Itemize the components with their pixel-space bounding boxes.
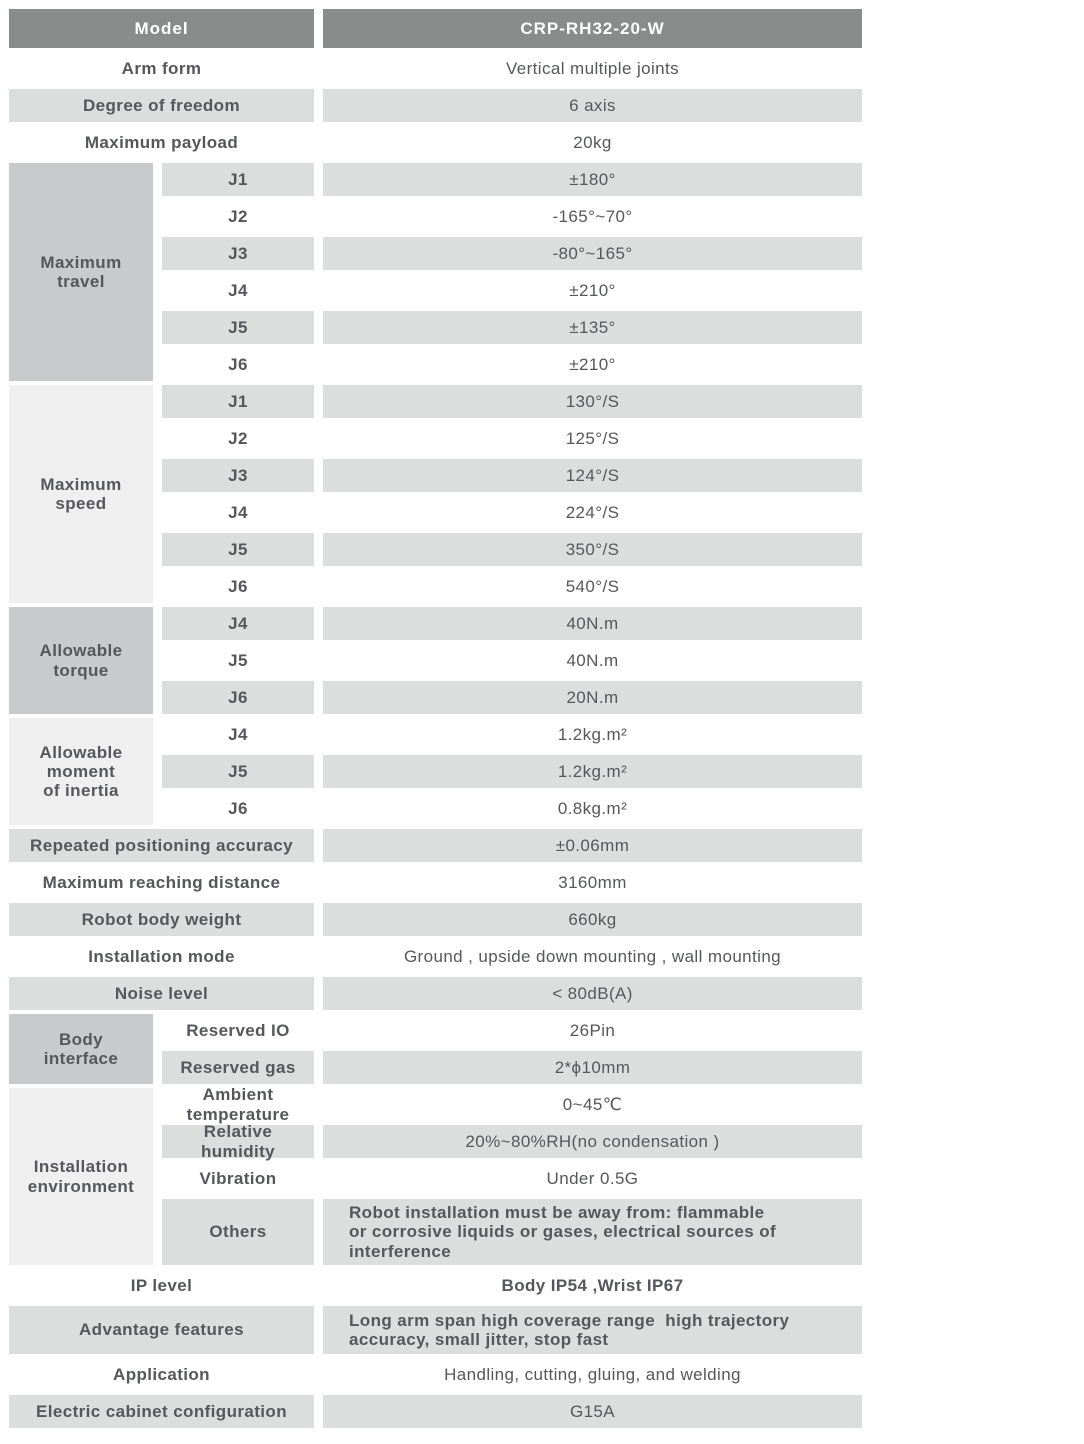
sub-label-reserved-gas: Reserved gas (162, 1051, 314, 1084)
group-cell-maximum-speed: Maximum speed (9, 385, 153, 603)
row-value-j4: 224°/S (323, 496, 862, 529)
sub-label-j4: J4 (162, 718, 314, 751)
row-value-j6: 540°/S (323, 570, 862, 603)
sub-label-j1: J1 (162, 163, 314, 196)
row-value-j3: 124°/S (323, 459, 862, 492)
row-value-reserved-gas: 2*ϕ10mm (323, 1051, 862, 1084)
row-value-ip-level: Body IP54 ,Wrist IP67 (323, 1269, 862, 1302)
row-value-j6: 20N.m (323, 681, 862, 714)
row-value-maximum-speed-j1: 130°/S (323, 385, 862, 418)
row-label-repeated-positioning-accuracy: Repeated positioning accuracy (9, 829, 314, 862)
row-value-advantage-features: Long arm span high coverage range high t… (323, 1306, 862, 1354)
row-label-degree-of-freedom: Degree of freedom (9, 89, 314, 122)
row-value-body-interface-reserved-io: 26Pin (323, 1014, 862, 1047)
row-value-j5: 1.2kg.m² (323, 755, 862, 788)
group-cell-body-interface: Body interface (9, 1014, 153, 1084)
sub-label-j5: J5 (162, 311, 314, 344)
row-value-maximum-travel-j1: ±180° (323, 163, 862, 196)
spec-table: Model CRP-RH32-20-W Arm form Vertical mul… (9, 9, 862, 1428)
row-value-j5: ±135° (323, 311, 862, 344)
row-label-installation-mode: Installation mode (9, 940, 314, 973)
row-value-installation-mode: Ground , upside down mounting , wall mou… (323, 940, 862, 973)
row-value-j3: -80°~165° (323, 237, 862, 270)
sub-label-j6: J6 (162, 348, 314, 381)
sub-label-j5: J5 (162, 533, 314, 566)
sub-label-j4: J4 (162, 274, 314, 307)
row-value-others: Robot installation must be away from: fl… (323, 1199, 862, 1265)
sub-label-others: Others (162, 1199, 314, 1265)
row-value-electric-cabinet-configuration: G15A (323, 1395, 862, 1428)
row-label-maximum-payload: Maximum payload (9, 126, 314, 159)
row-value-j6: ±210° (323, 348, 862, 381)
header-model-value: CRP-RH32-20-W (323, 9, 862, 48)
group-cell-allowable-torque: Allowable torque (9, 607, 153, 714)
row-label-electric-cabinet-configuration: Electric cabinet configuration (9, 1395, 314, 1428)
header-model-label: Model (9, 9, 314, 48)
row-label-ip-level: IP level (9, 1269, 314, 1302)
row-value-installation-environment-ambient-temperature: 0~45℃ (323, 1088, 862, 1121)
sub-label-j5: J5 (162, 644, 314, 677)
row-value-noise-level: < 80dB(A) (323, 977, 862, 1010)
sub-label-j1: J1 (162, 385, 314, 418)
sub-label-j4: J4 (162, 496, 314, 529)
sub-label-j2: J2 (162, 422, 314, 455)
row-label-arm-form: Arm form (9, 52, 314, 85)
row-value-j6: 0.8kg.m² (323, 792, 862, 825)
sub-label-j2: J2 (162, 200, 314, 233)
sub-label-j6: J6 (162, 570, 314, 603)
row-value-repeated-positioning-accuracy: ±0.06mm (323, 829, 862, 862)
row-value-j2: 125°/S (323, 422, 862, 455)
sub-label-j3: J3 (162, 459, 314, 492)
sub-label-j3: J3 (162, 237, 314, 270)
row-value-j4: ±210° (323, 274, 862, 307)
group-cell-maximum-travel: Maximum travel (9, 163, 153, 381)
row-label-advantage-features: Advantage features (9, 1306, 314, 1354)
row-label-application: Application (9, 1358, 314, 1391)
sub-label-vibration: Vibration (162, 1162, 314, 1195)
group-cell-installation-environment: Installation environment (9, 1088, 153, 1265)
row-value-allowable-torque-j4: 40N.m (323, 607, 862, 640)
row-value-allowable-moment-of-inertia-j4: 1.2kg.m² (323, 718, 862, 751)
sub-label-relative-humidity: Relative humidity (162, 1122, 314, 1161)
row-value-maximum-reaching-distance: 3160mm (323, 866, 862, 899)
row-value-j2: -165°~70° (323, 200, 862, 233)
sub-label-reserved-io: Reserved IO (162, 1014, 314, 1047)
row-label-maximum-reaching-distance: Maximum reaching distance (9, 866, 314, 899)
sub-label-j6: J6 (162, 792, 314, 825)
sub-label-j5: J5 (162, 755, 314, 788)
row-value-j5: 350°/S (323, 533, 862, 566)
row-value-vibration: Under 0.5G (323, 1162, 862, 1195)
sub-label-j4: J4 (162, 607, 314, 640)
row-value-maximum-payload: 20kg (323, 126, 862, 159)
group-cell-allowable-moment-of-inertia: Allowable moment of inertia (9, 718, 153, 825)
sub-label-j6: J6 (162, 681, 314, 714)
sub-label-ambient-temperature: Ambient temperature (162, 1085, 314, 1124)
row-value-relative-humidity: 20%~80%RH(no condensation ) (323, 1125, 862, 1158)
row-value-robot-body-weight: 660kg (323, 903, 862, 936)
row-value-j5: 40N.m (323, 644, 862, 677)
row-label-robot-body-weight: Robot body weight (9, 903, 314, 936)
row-value-degree-of-freedom: 6 axis (323, 89, 862, 122)
row-value-application: Handling, cutting, gluing, and welding (323, 1358, 862, 1391)
row-label-noise-level: Noise level (9, 977, 314, 1010)
row-value-arm-form: Vertical multiple joints (323, 52, 862, 85)
